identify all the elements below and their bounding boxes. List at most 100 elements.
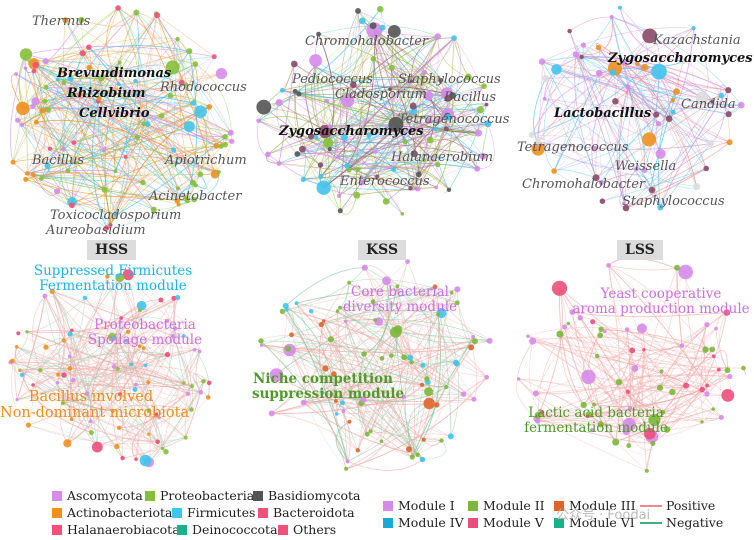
hss-network-node bbox=[32, 61, 39, 68]
hss-network-edge bbox=[33, 70, 216, 175]
lss-network-edge bbox=[611, 16, 707, 169]
hss-module-network-node bbox=[137, 308, 143, 313]
hss-network-edge bbox=[82, 53, 179, 189]
lss-network-node bbox=[528, 131, 535, 138]
lss-network-node bbox=[622, 204, 630, 212]
kss-network-edge bbox=[303, 179, 419, 190]
hss-module-network-edge bbox=[125, 337, 168, 355]
hss-module-network-edge bbox=[111, 337, 139, 460]
hss-module-network-edge bbox=[192, 373, 204, 393]
hss-module-network-edge bbox=[63, 317, 122, 341]
kss-module-network-edge bbox=[363, 353, 423, 460]
lss-module-network-node bbox=[724, 367, 731, 374]
hss-network-node bbox=[98, 75, 105, 82]
lss-module-network-edge bbox=[604, 331, 651, 434]
hss-network-edge bbox=[101, 13, 157, 79]
hss-module-network-edge bbox=[44, 295, 98, 448]
hss-network-edge bbox=[56, 79, 66, 192]
kss-module-network-node bbox=[419, 382, 425, 387]
kss-module-network-node bbox=[279, 308, 286, 314]
lss-network-edge bbox=[598, 73, 637, 170]
kss-network-edge bbox=[477, 123, 495, 170]
hss-module-network-edge bbox=[90, 365, 147, 422]
hss-module-network-node bbox=[49, 288, 55, 294]
hss-network-edge bbox=[115, 64, 196, 216]
kss-module-network-edge bbox=[375, 319, 488, 378]
kss-network-node bbox=[388, 117, 404, 132]
lss-module-network-edge bbox=[597, 355, 708, 395]
kss-network-edge bbox=[294, 63, 412, 113]
hss-module-network-edge bbox=[183, 351, 200, 410]
kss-network-edge bbox=[263, 106, 331, 127]
hss-module-network-node bbox=[88, 419, 93, 424]
lss-module-network-node bbox=[723, 309, 731, 316]
kss-module-network-node bbox=[471, 396, 477, 402]
kss-network-node bbox=[313, 135, 319, 140]
hss-network-edge bbox=[36, 121, 232, 142]
hss-module-network-edge bbox=[119, 277, 192, 410]
lss-module-network-edge bbox=[559, 333, 627, 432]
kss-module-network-edge bbox=[289, 351, 347, 469]
hss-network-node bbox=[78, 16, 85, 24]
hss-network-node bbox=[79, 50, 86, 57]
kss-network-edge bbox=[424, 123, 489, 161]
lss-network-node bbox=[591, 145, 598, 152]
hss-network-edge bbox=[70, 78, 187, 198]
kss-network-edge bbox=[349, 85, 485, 171]
kss-module-network-edge bbox=[456, 302, 478, 400]
lss-module-network-node bbox=[585, 414, 590, 419]
hss-network-edge bbox=[33, 63, 217, 147]
kss-module-network-edge bbox=[286, 309, 475, 400]
hss-network-edge bbox=[91, 98, 107, 229]
hss-network-edge bbox=[117, 7, 232, 133]
hss-genus-acinetobacter: Acinetobacter bbox=[149, 189, 242, 204]
kss-module-network-edge bbox=[357, 329, 399, 451]
lss-module-network-edge bbox=[536, 418, 647, 472]
lss-network-node bbox=[710, 99, 715, 104]
lss-module-network-edge bbox=[630, 403, 722, 418]
hss-network-edge bbox=[73, 124, 231, 143]
kss-network-node bbox=[400, 212, 405, 216]
kss-network-edge bbox=[373, 58, 449, 115]
legend-swatch bbox=[52, 525, 62, 535]
lss-network-edge bbox=[537, 44, 584, 149]
lss-module-network-edge bbox=[529, 341, 543, 413]
hss-module-network-edge bbox=[32, 295, 46, 371]
lss-module-network-edge bbox=[676, 267, 683, 346]
hss-module-network-edge bbox=[135, 335, 174, 385]
hss-network-edge bbox=[71, 7, 119, 202]
lss-module-network-node bbox=[534, 411, 542, 419]
hss-module-network-edge bbox=[126, 340, 158, 442]
kss-network-edge bbox=[361, 109, 481, 183]
lss-network-edge bbox=[541, 55, 638, 65]
kss-network-node bbox=[451, 35, 457, 41]
kss-module-network-node bbox=[434, 402, 440, 408]
hss-module-network-edge bbox=[26, 330, 144, 349]
hss-network-edge bbox=[118, 83, 188, 201]
kss-network-edge bbox=[278, 63, 295, 164]
lss-network-node bbox=[726, 139, 733, 146]
hss-network-edge bbox=[71, 95, 226, 145]
kss-module-network-node bbox=[331, 371, 337, 377]
kss-network-node bbox=[318, 173, 324, 180]
hss-network-edge bbox=[70, 78, 231, 134]
hss-network-node bbox=[43, 84, 49, 90]
lss-module-network-node bbox=[551, 280, 568, 296]
lss-module-network-node bbox=[659, 369, 664, 374]
hss-network-edge bbox=[88, 46, 197, 186]
lss-network-edge bbox=[637, 63, 645, 171]
lss-module-network-node bbox=[627, 406, 633, 411]
legend-phylum-proteobacteria: Proteobacteria bbox=[145, 488, 254, 503]
lss-module-network-edge bbox=[618, 324, 708, 383]
hss-module-network-edge bbox=[72, 275, 119, 381]
lss-module-network-node bbox=[625, 389, 631, 394]
kss-module-network-node bbox=[450, 290, 454, 295]
lss-module-network-edge bbox=[587, 350, 633, 417]
hss-network-edge bbox=[112, 12, 137, 172]
kss-module-network-edge bbox=[286, 309, 349, 462]
kss-module-network-edge bbox=[441, 312, 460, 437]
lss-module-network-edge bbox=[535, 367, 635, 394]
lss-module-network-node bbox=[622, 417, 636, 431]
kss-network-edge bbox=[258, 116, 326, 132]
lss-network-edge bbox=[602, 143, 711, 202]
